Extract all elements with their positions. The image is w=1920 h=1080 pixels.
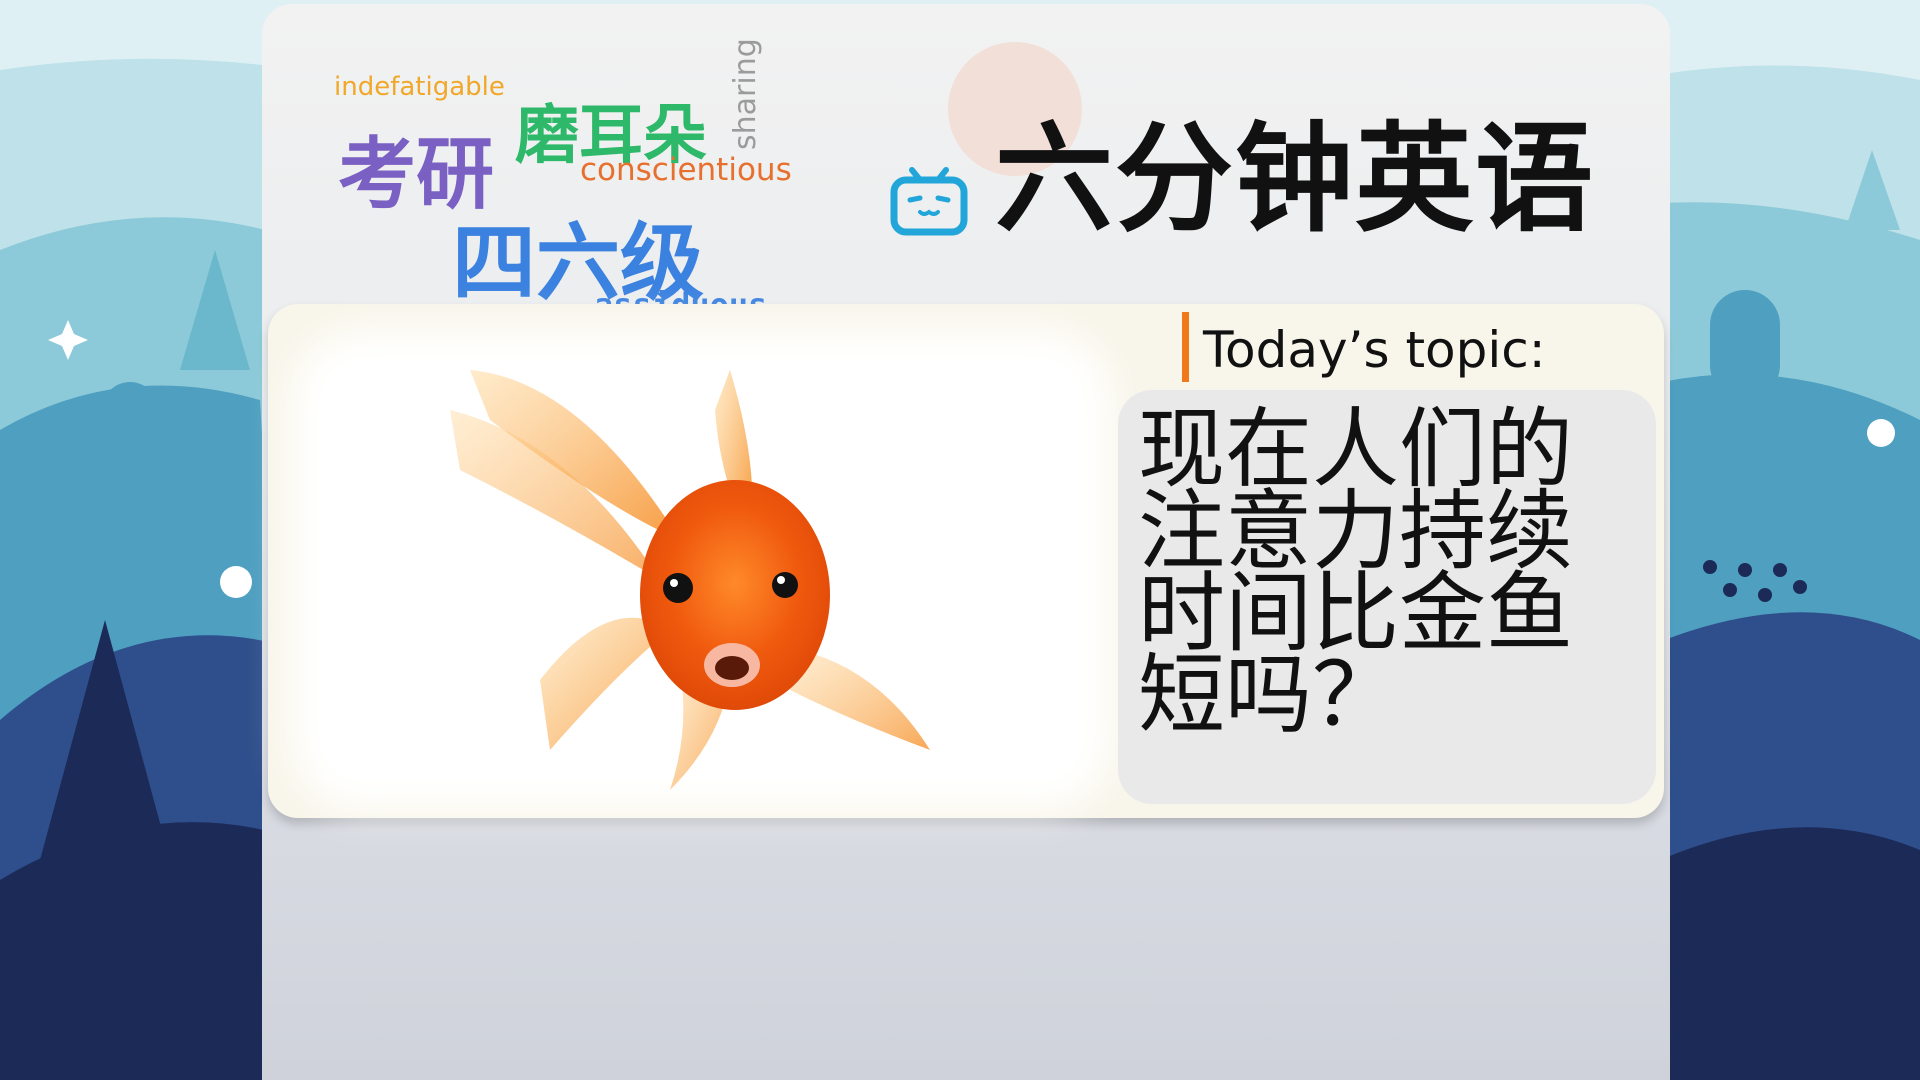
sun-decoration xyxy=(948,42,1082,176)
topic-label: Today’s topic: xyxy=(1203,321,1546,379)
topic-accent-bar xyxy=(1182,312,1189,382)
topic-box xyxy=(1118,390,1656,804)
bilibili-tv-icon xyxy=(890,167,968,236)
word-si-liu-ji: 四六级 xyxy=(452,214,705,312)
word-sharing: sharing xyxy=(728,38,763,150)
word-mo-er-duo: 磨耳朵 xyxy=(515,99,707,173)
page-title: 六分钟英语 xyxy=(995,110,1596,248)
word-conscientious: conscientious xyxy=(580,152,792,188)
word-kao-yan: 考研 xyxy=(338,130,495,220)
goldfish-image xyxy=(450,370,930,790)
topic-question: 现在人们的注意力持续时间比金鱼短吗？ xyxy=(1138,398,1573,746)
word-indefatigable: indefatigable xyxy=(334,72,505,102)
